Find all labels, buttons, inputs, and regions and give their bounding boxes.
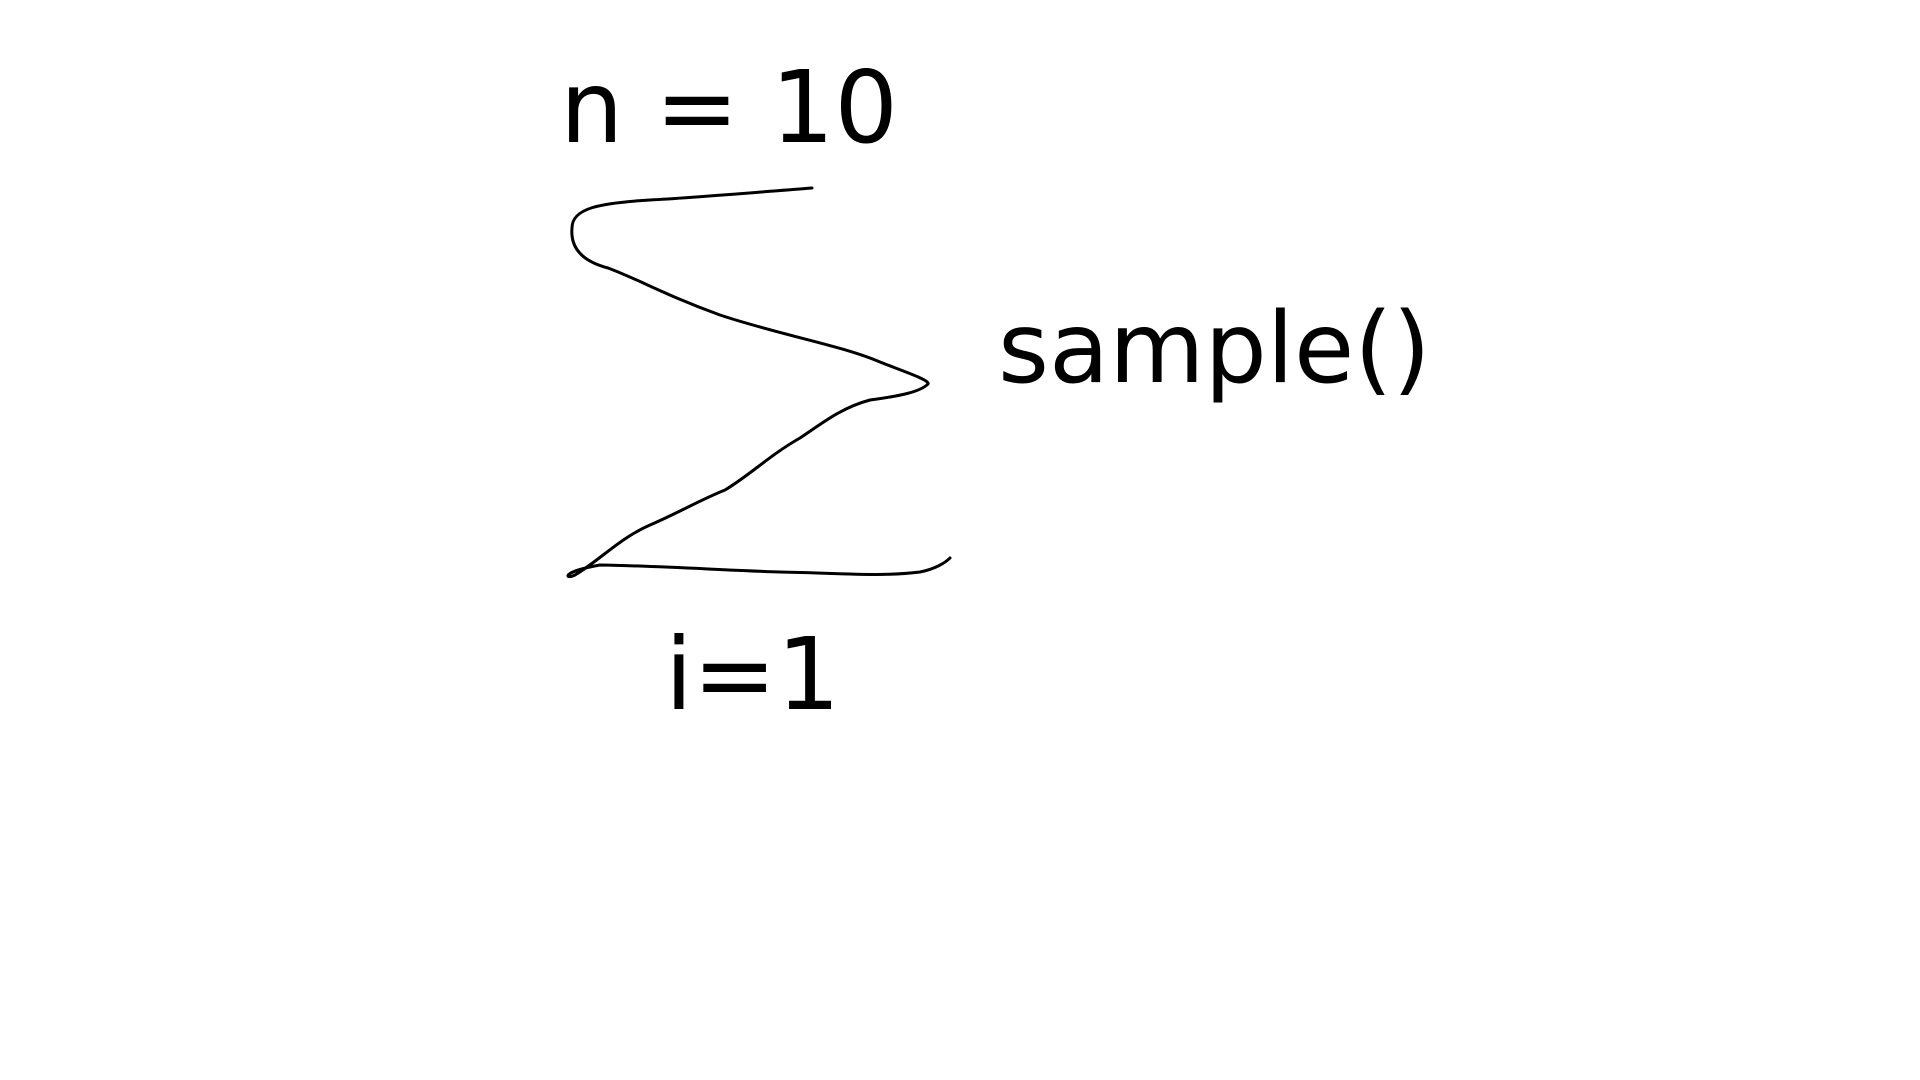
summand-label: sample() [998, 292, 1431, 406]
lower-limit-label: i=1 [665, 616, 841, 733]
sigma-stroke [566, 186, 952, 579]
upper-limit-label: n = 10 [560, 49, 898, 166]
